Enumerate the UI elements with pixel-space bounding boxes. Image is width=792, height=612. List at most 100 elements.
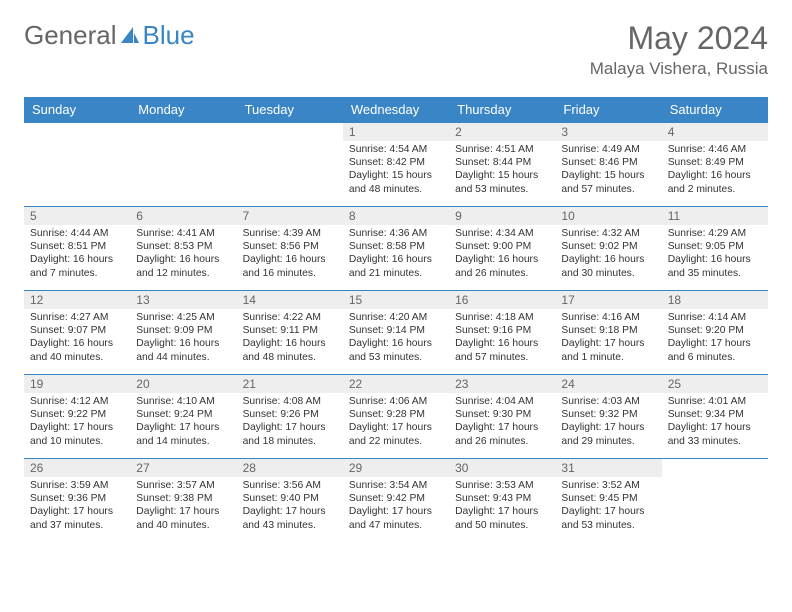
day-number: 20 <box>130 375 236 393</box>
calendar-day-cell: 24Sunrise: 4:03 AMSunset: 9:32 PMDayligh… <box>555 375 661 459</box>
calendar-day-cell: 20Sunrise: 4:10 AMSunset: 9:24 PMDayligh… <box>130 375 236 459</box>
calendar-day-cell: .. <box>130 123 236 207</box>
calendar-table: Sunday Monday Tuesday Wednesday Thursday… <box>24 97 768 543</box>
day-number: 13 <box>130 291 236 309</box>
day-number: 14 <box>237 291 343 309</box>
calendar-day-cell: 12Sunrise: 4:27 AMSunset: 9:07 PMDayligh… <box>24 291 130 375</box>
day-number: 12 <box>24 291 130 309</box>
calendar-day-cell: 30Sunrise: 3:53 AMSunset: 9:43 PMDayligh… <box>449 459 555 543</box>
header: General Blue May 2024 Malaya Vishera, Ru… <box>24 20 768 79</box>
calendar-day-cell: 22Sunrise: 4:06 AMSunset: 9:28 PMDayligh… <box>343 375 449 459</box>
calendar-day-cell: 29Sunrise: 3:54 AMSunset: 9:42 PMDayligh… <box>343 459 449 543</box>
calendar-day-cell: 19Sunrise: 4:12 AMSunset: 9:22 PMDayligh… <box>24 375 130 459</box>
day-info: Sunrise: 4:08 AMSunset: 9:26 PMDaylight:… <box>237 393 343 452</box>
day-info: Sunrise: 4:25 AMSunset: 9:09 PMDaylight:… <box>130 309 236 368</box>
calendar-day-cell: 13Sunrise: 4:25 AMSunset: 9:09 PMDayligh… <box>130 291 236 375</box>
calendar-day-cell: 9Sunrise: 4:34 AMSunset: 9:00 PMDaylight… <box>449 207 555 291</box>
day-number: 16 <box>449 291 555 309</box>
calendar-day-cell: 18Sunrise: 4:14 AMSunset: 9:20 PMDayligh… <box>662 291 768 375</box>
calendar-day-cell: 6Sunrise: 4:41 AMSunset: 8:53 PMDaylight… <box>130 207 236 291</box>
calendar-day-cell: 1Sunrise: 4:54 AMSunset: 8:42 PMDaylight… <box>343 123 449 207</box>
day-info: Sunrise: 3:56 AMSunset: 9:40 PMDaylight:… <box>237 477 343 536</box>
calendar-day-cell: 2Sunrise: 4:51 AMSunset: 8:44 PMDaylight… <box>449 123 555 207</box>
day-info: Sunrise: 4:29 AMSunset: 9:05 PMDaylight:… <box>662 225 768 284</box>
calendar-day-cell: 21Sunrise: 4:08 AMSunset: 9:26 PMDayligh… <box>237 375 343 459</box>
calendar-day-cell: 31Sunrise: 3:52 AMSunset: 9:45 PMDayligh… <box>555 459 661 543</box>
calendar-week-row: 5Sunrise: 4:44 AMSunset: 8:51 PMDaylight… <box>24 207 768 291</box>
weekday-header-row: Sunday Monday Tuesday Wednesday Thursday… <box>24 97 768 123</box>
logo-text-1: General <box>24 20 117 51</box>
day-info: Sunrise: 4:14 AMSunset: 9:20 PMDaylight:… <box>662 309 768 368</box>
day-number: 28 <box>237 459 343 477</box>
day-number: 22 <box>343 375 449 393</box>
weekday-tuesday: Tuesday <box>237 97 343 123</box>
calendar-day-cell: 15Sunrise: 4:20 AMSunset: 9:14 PMDayligh… <box>343 291 449 375</box>
day-number: 10 <box>555 207 661 225</box>
day-info: Sunrise: 4:20 AMSunset: 9:14 PMDaylight:… <box>343 309 449 368</box>
day-info: Sunrise: 3:54 AMSunset: 9:42 PMDaylight:… <box>343 477 449 536</box>
weekday-monday: Monday <box>130 97 236 123</box>
day-info: Sunrise: 4:41 AMSunset: 8:53 PMDaylight:… <box>130 225 236 284</box>
day-info: Sunrise: 4:32 AMSunset: 9:02 PMDaylight:… <box>555 225 661 284</box>
day-number: 19 <box>24 375 130 393</box>
weekday-wednesday: Wednesday <box>343 97 449 123</box>
day-number: 8 <box>343 207 449 225</box>
day-number: 17 <box>555 291 661 309</box>
title-block: May 2024 Malaya Vishera, Russia <box>590 20 768 79</box>
location-label: Malaya Vishera, Russia <box>590 59 768 79</box>
day-number: 9 <box>449 207 555 225</box>
logo-sail-icon <box>119 25 141 47</box>
day-number: 29 <box>343 459 449 477</box>
calendar-day-cell: .. <box>662 459 768 543</box>
day-info: Sunrise: 4:10 AMSunset: 9:24 PMDaylight:… <box>130 393 236 452</box>
day-info: Sunrise: 4:39 AMSunset: 8:56 PMDaylight:… <box>237 225 343 284</box>
day-number: 25 <box>662 375 768 393</box>
calendar-week-row: 12Sunrise: 4:27 AMSunset: 9:07 PMDayligh… <box>24 291 768 375</box>
calendar-day-cell: 5Sunrise: 4:44 AMSunset: 8:51 PMDaylight… <box>24 207 130 291</box>
weekday-sunday: Sunday <box>24 97 130 123</box>
day-info: Sunrise: 4:16 AMSunset: 9:18 PMDaylight:… <box>555 309 661 368</box>
day-info: Sunrise: 4:04 AMSunset: 9:30 PMDaylight:… <box>449 393 555 452</box>
day-info: Sunrise: 4:54 AMSunset: 8:42 PMDaylight:… <box>343 141 449 200</box>
calendar-day-cell: 14Sunrise: 4:22 AMSunset: 9:11 PMDayligh… <box>237 291 343 375</box>
calendar-day-cell: 28Sunrise: 3:56 AMSunset: 9:40 PMDayligh… <box>237 459 343 543</box>
day-info: Sunrise: 4:44 AMSunset: 8:51 PMDaylight:… <box>24 225 130 284</box>
day-number: 31 <box>555 459 661 477</box>
calendar-day-cell: 27Sunrise: 3:57 AMSunset: 9:38 PMDayligh… <box>130 459 236 543</box>
day-number: 15 <box>343 291 449 309</box>
calendar-day-cell: .. <box>24 123 130 207</box>
calendar-day-cell: 16Sunrise: 4:18 AMSunset: 9:16 PMDayligh… <box>449 291 555 375</box>
calendar-day-cell: .. <box>237 123 343 207</box>
weekday-saturday: Saturday <box>662 97 768 123</box>
day-number: 2 <box>449 123 555 141</box>
calendar-day-cell: 23Sunrise: 4:04 AMSunset: 9:30 PMDayligh… <box>449 375 555 459</box>
day-info: Sunrise: 4:51 AMSunset: 8:44 PMDaylight:… <box>449 141 555 200</box>
day-number: 11 <box>662 207 768 225</box>
calendar-day-cell: 8Sunrise: 4:36 AMSunset: 8:58 PMDaylight… <box>343 207 449 291</box>
calendar-body: ......1Sunrise: 4:54 AMSunset: 8:42 PMDa… <box>24 123 768 543</box>
weekday-friday: Friday <box>555 97 661 123</box>
month-title: May 2024 <box>590 20 768 57</box>
calendar-day-cell: 11Sunrise: 4:29 AMSunset: 9:05 PMDayligh… <box>662 207 768 291</box>
calendar-week-row: 19Sunrise: 4:12 AMSunset: 9:22 PMDayligh… <box>24 375 768 459</box>
day-info: Sunrise: 4:49 AMSunset: 8:46 PMDaylight:… <box>555 141 661 200</box>
day-info: Sunrise: 4:36 AMSunset: 8:58 PMDaylight:… <box>343 225 449 284</box>
calendar-day-cell: 4Sunrise: 4:46 AMSunset: 8:49 PMDaylight… <box>662 123 768 207</box>
calendar-day-cell: 3Sunrise: 4:49 AMSunset: 8:46 PMDaylight… <box>555 123 661 207</box>
day-info: Sunrise: 4:34 AMSunset: 9:00 PMDaylight:… <box>449 225 555 284</box>
day-number: 23 <box>449 375 555 393</box>
calendar-day-cell: 25Sunrise: 4:01 AMSunset: 9:34 PMDayligh… <box>662 375 768 459</box>
logo-text-2: Blue <box>143 20 195 51</box>
day-number: 26 <box>24 459 130 477</box>
day-info: Sunrise: 4:46 AMSunset: 8:49 PMDaylight:… <box>662 141 768 200</box>
day-number: 18 <box>662 291 768 309</box>
calendar-day-cell: 7Sunrise: 4:39 AMSunset: 8:56 PMDaylight… <box>237 207 343 291</box>
day-info: Sunrise: 4:12 AMSunset: 9:22 PMDaylight:… <box>24 393 130 452</box>
day-number: 5 <box>24 207 130 225</box>
day-info: Sunrise: 3:59 AMSunset: 9:36 PMDaylight:… <box>24 477 130 536</box>
calendar-week-row: ......1Sunrise: 4:54 AMSunset: 8:42 PMDa… <box>24 123 768 207</box>
day-number: 27 <box>130 459 236 477</box>
day-info: Sunrise: 4:18 AMSunset: 9:16 PMDaylight:… <box>449 309 555 368</box>
day-info: Sunrise: 4:27 AMSunset: 9:07 PMDaylight:… <box>24 309 130 368</box>
day-info: Sunrise: 4:01 AMSunset: 9:34 PMDaylight:… <box>662 393 768 452</box>
